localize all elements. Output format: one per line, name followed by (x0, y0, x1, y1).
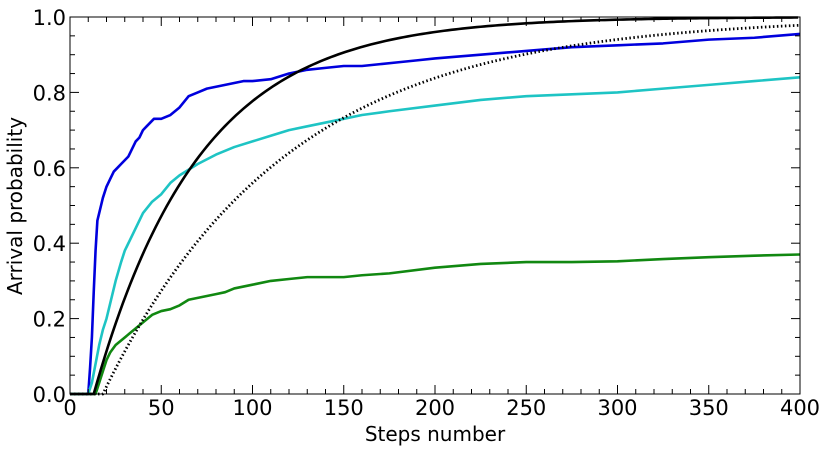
x-axis-label: Steps number (365, 422, 506, 446)
y-tick-label: 0.6 (33, 157, 66, 181)
series-line-1 (70, 32, 801, 396)
x-tick-label: 100 (232, 396, 272, 420)
series-line-4 (70, 16, 799, 396)
y-tick-label: 0.2 (33, 308, 66, 332)
x-tick-label: 150 (324, 396, 364, 420)
plot-frame (69, 16, 801, 395)
y-tick-label: 1.0 (33, 6, 66, 30)
x-tick-label: 200 (415, 396, 455, 420)
x-tick-label: 350 (689, 396, 729, 420)
series-line-3 (70, 253, 801, 396)
y-axis-label: Arrival probability (3, 117, 27, 295)
x-tick-label: 400 (780, 396, 820, 420)
y-tick-label: 0.8 (33, 81, 66, 105)
tick-label-layer: 0 50 100 150 200 250 300 350 400 0.0 0.2 0.4 0.6 0.8 1… (33, 6, 820, 420)
y-tick-label: 0.0 (33, 383, 66, 407)
series-layer (70, 16, 801, 396)
x-tick-label: 300 (597, 396, 637, 420)
y-tick-label: 0.4 (33, 232, 66, 256)
x-tick-label: 50 (148, 396, 175, 420)
x-tick-label: 0 (63, 396, 76, 420)
x-tick-label: 250 (506, 396, 546, 420)
series-line-5 (70, 23, 801, 396)
series-line-2 (70, 76, 801, 396)
